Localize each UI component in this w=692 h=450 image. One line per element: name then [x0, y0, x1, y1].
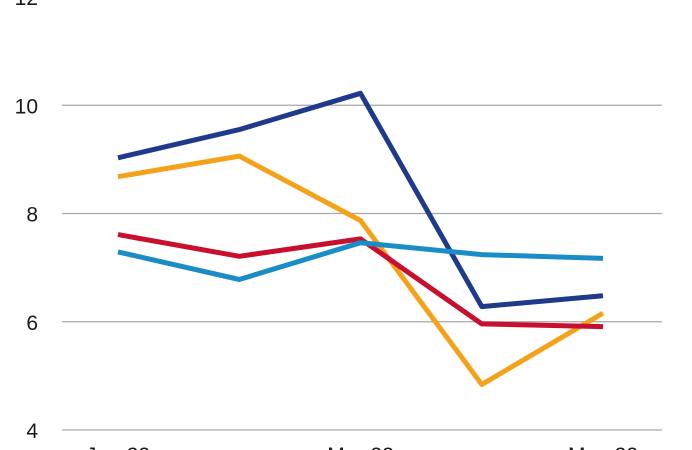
series-line-4 [117, 240, 604, 282]
y-tick-label: 12 [15, 0, 38, 10]
x-tick-label: Jan-22 [86, 444, 150, 450]
x-axis-tick-labels: Jan-22 Mar-22 May-22 [86, 444, 638, 450]
x-tick-label: May-22 [568, 444, 638, 450]
x-tick-label: Mar-22 [327, 444, 394, 450]
y-axis-tick-labels: 4 6 8 10 12 [15, 0, 39, 443]
gridlines [62, 104, 662, 431]
series-line-2 [117, 153, 605, 387]
y-tick-label: 4 [26, 420, 38, 443]
y-tick-label: 6 [26, 312, 38, 335]
series-line-1 [117, 90, 604, 310]
series-line-3 [117, 232, 604, 330]
y-tick-label: 10 [15, 95, 38, 118]
y-tick-label: 8 [26, 204, 38, 227]
series-lines [117, 90, 605, 387]
